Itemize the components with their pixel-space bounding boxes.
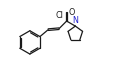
Text: Cl: Cl: [55, 11, 63, 20]
Text: O: O: [69, 8, 75, 17]
Text: N: N: [72, 16, 78, 25]
